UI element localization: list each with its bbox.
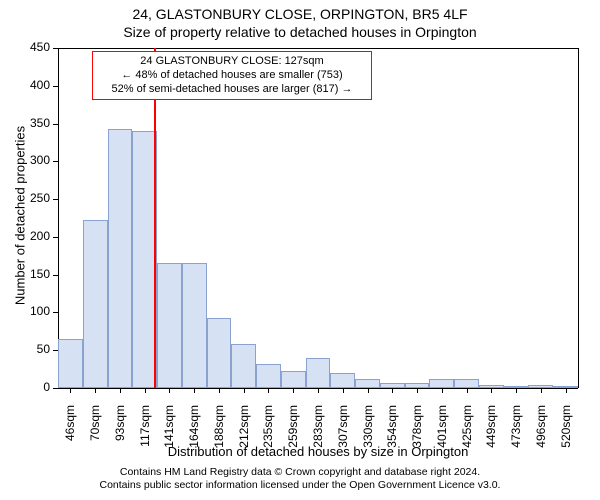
xtick-mark	[244, 388, 245, 393]
annotation-box: 24 GLASTONBURY CLOSE: 127sqm← 48% of det…	[92, 51, 372, 100]
ytick-mark	[53, 388, 58, 389]
histogram-bar	[256, 364, 281, 388]
histogram-bar	[281, 371, 306, 388]
xtick-label: 70sqm	[88, 405, 102, 455]
xtick-label: 259sqm	[286, 405, 300, 455]
xtick-mark	[194, 388, 195, 393]
chart-title-line1: 24, GLASTONBURY CLOSE, ORPINGTON, BR5 4L…	[0, 6, 600, 22]
xtick-mark	[293, 388, 294, 393]
ytick-label: 450	[0, 40, 50, 54]
ytick-label: 150	[0, 267, 50, 281]
footer-line1: Contains HM Land Registry data © Crown c…	[0, 466, 600, 479]
footer-line2: Contains public sector information licen…	[0, 479, 600, 492]
xtick-label: 520sqm	[559, 405, 573, 455]
histogram-bar	[207, 318, 232, 388]
ytick-mark	[53, 312, 58, 313]
xtick-mark	[318, 388, 319, 393]
xtick-mark	[219, 388, 220, 393]
xtick-label: 141sqm	[162, 405, 176, 455]
xtick-label: 93sqm	[113, 405, 127, 455]
histogram-bar	[330, 373, 355, 388]
xtick-mark	[145, 388, 146, 393]
chart-figure: 24, GLASTONBURY CLOSE, ORPINGTON, BR5 4L…	[0, 0, 600, 500]
ytick-label: 50	[0, 342, 50, 356]
histogram-bar	[429, 379, 454, 388]
xtick-mark	[70, 388, 71, 393]
xtick-mark	[566, 388, 567, 393]
xtick-label: 117sqm	[138, 405, 152, 455]
ytick-mark	[53, 237, 58, 238]
xtick-label: 212sqm	[237, 405, 251, 455]
xtick-label: 188sqm	[212, 405, 226, 455]
histogram-bar	[306, 358, 331, 388]
ytick-mark	[53, 86, 58, 87]
ytick-mark	[53, 161, 58, 162]
histogram-bar	[83, 220, 108, 388]
ytick-label: 400	[0, 78, 50, 92]
xtick-label: 496sqm	[534, 405, 548, 455]
xtick-label: 164sqm	[187, 405, 201, 455]
xtick-label: 473sqm	[509, 405, 523, 455]
xtick-mark	[516, 388, 517, 393]
histogram-bar	[182, 263, 207, 388]
xtick-mark	[120, 388, 121, 393]
footer-attribution: Contains HM Land Registry data © Crown c…	[0, 466, 600, 492]
annotation-line: ← 48% of detached houses are smaller (75…	[99, 69, 365, 83]
xtick-mark	[368, 388, 369, 393]
xtick-label: 330sqm	[361, 405, 375, 455]
ytick-label: 0	[0, 380, 50, 394]
xtick-mark	[343, 388, 344, 393]
xtick-label: 425sqm	[460, 405, 474, 455]
histogram-bar	[231, 344, 256, 388]
y-axis-label: Number of detached properties	[13, 116, 28, 316]
ytick-label: 200	[0, 229, 50, 243]
xtick-label: 46sqm	[63, 405, 77, 455]
xtick-mark	[417, 388, 418, 393]
ytick-label: 300	[0, 153, 50, 167]
xtick-mark	[95, 388, 96, 393]
xtick-mark	[392, 388, 393, 393]
ytick-label: 100	[0, 304, 50, 318]
xtick-mark	[467, 388, 468, 393]
xtick-label: 354sqm	[385, 405, 399, 455]
chart-title-line2: Size of property relative to detached ho…	[0, 24, 600, 40]
histogram-bar	[58, 339, 83, 388]
ytick-mark	[53, 275, 58, 276]
xtick-mark	[442, 388, 443, 393]
histogram-bar	[355, 379, 380, 388]
ytick-mark	[53, 48, 58, 49]
histogram-bar	[108, 129, 133, 388]
histogram-bar	[157, 263, 182, 388]
annotation-line: 52% of semi-detached houses are larger (…	[99, 83, 365, 97]
xtick-label: 401sqm	[435, 405, 449, 455]
histogram-bar	[454, 379, 479, 388]
xtick-mark	[541, 388, 542, 393]
ytick-mark	[53, 124, 58, 125]
xtick-mark	[491, 388, 492, 393]
xtick-label: 283sqm	[311, 405, 325, 455]
ytick-label: 350	[0, 116, 50, 130]
xtick-mark	[169, 388, 170, 393]
ytick-label: 250	[0, 191, 50, 205]
xtick-label: 235sqm	[261, 405, 275, 455]
ytick-mark	[53, 199, 58, 200]
xtick-label: 378sqm	[410, 405, 424, 455]
annotation-line: 24 GLASTONBURY CLOSE: 127sqm	[99, 55, 365, 69]
xtick-mark	[268, 388, 269, 393]
xtick-label: 307sqm	[336, 405, 350, 455]
xtick-label: 449sqm	[484, 405, 498, 455]
